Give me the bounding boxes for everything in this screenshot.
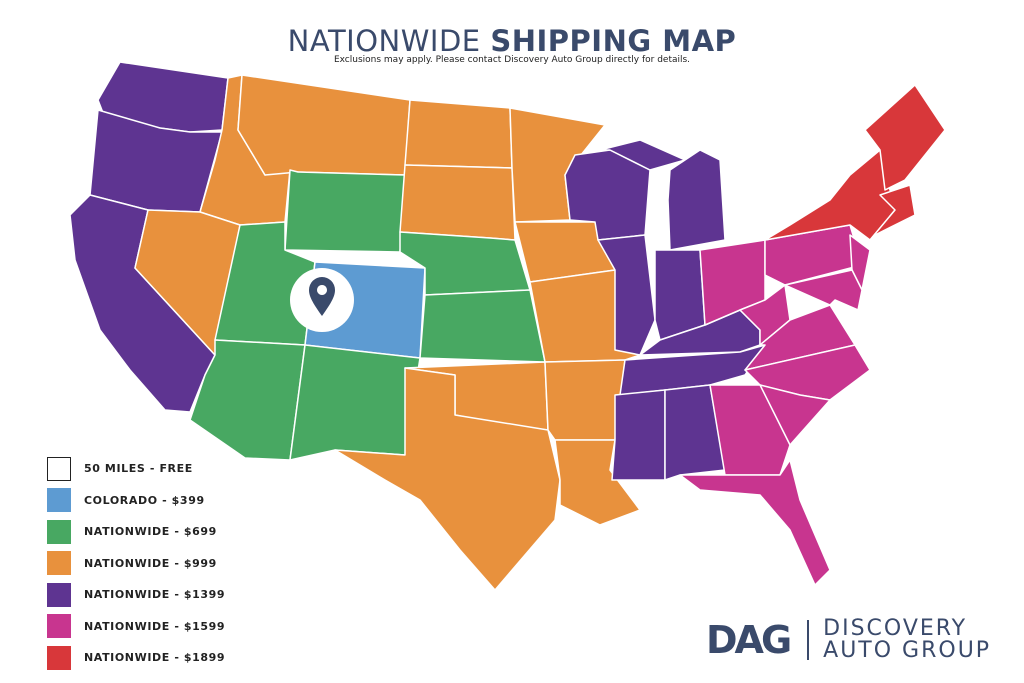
- state-michigan: [667, 149, 726, 251]
- state-michigan-upper: [599, 139, 686, 171]
- logo-mark: DAG: [706, 618, 792, 662]
- legend-label: NATIONWIDE - $1599: [84, 619, 226, 633]
- state-north-dakota: [404, 99, 513, 169]
- legend-item: NATIONWIDE - $1399: [47, 579, 225, 611]
- legend-swatch: [47, 614, 71, 639]
- discovery-auto-group-logo: DAG DISCOVERY AUTO GROUP: [706, 618, 991, 663]
- state-mississippi: [611, 389, 666, 481]
- state-new-england-north: [864, 84, 946, 191]
- state-new-york: [764, 149, 896, 241]
- state-new-mexico: [289, 344, 421, 461]
- logo-divider: [807, 620, 810, 660]
- state-indiana: [654, 249, 706, 341]
- state-georgia: [709, 384, 791, 476]
- logo-line2: AUTO GROUP: [823, 638, 992, 663]
- legend-item: COLORADO - $399: [47, 485, 225, 517]
- legend-swatch: [47, 456, 71, 481]
- logo-line1: DISCOVERY: [823, 616, 968, 641]
- legend-item: NATIONWIDE - $999: [47, 548, 225, 580]
- state-wyoming: [284, 169, 406, 253]
- location-pin-icon: [309, 277, 335, 316]
- legend-swatch: [47, 582, 71, 607]
- logo-wordmark: DISCOVERY AUTO GROUP: [823, 618, 991, 662]
- legend-label: NATIONWIDE - $999: [84, 556, 217, 570]
- state-south-dakota: [399, 164, 516, 241]
- subtitle: Exclusions may apply. Please contact Dis…: [333, 55, 691, 65]
- legend-label: NATIONWIDE - $1899: [84, 651, 226, 665]
- state-arkansas: [544, 359, 626, 441]
- legend-label: NATIONWIDE - $1399: [84, 588, 226, 602]
- state-new-england-south: [869, 184, 916, 241]
- legend-item: NATIONWIDE - $699: [47, 516, 225, 548]
- page-title: NATIONWIDE SHIPPING MAP: [0, 24, 1024, 58]
- legend-item: NATIONWIDE - $1599: [47, 611, 225, 643]
- legend-swatch: [47, 519, 71, 544]
- legend-label: 50 MILES - FREE: [84, 462, 193, 476]
- title-bold: SHIPPING MAP: [490, 24, 737, 58]
- state-alabama: [664, 384, 726, 481]
- legend-label: COLORADO - $399: [84, 493, 205, 507]
- state-florida: [679, 459, 831, 586]
- title-light: NATIONWIDE: [287, 24, 481, 58]
- legend-swatch: [47, 645, 71, 670]
- legend-item: 50 MILES - FREE: [47, 453, 225, 485]
- legend-swatch: [47, 488, 71, 513]
- state-montana: [237, 74, 411, 176]
- legend: 50 MILES - FREE COLORADO - $399 NATIONWI…: [47, 453, 225, 674]
- state-kansas: [419, 289, 546, 363]
- state-maryland-delaware: [784, 269, 863, 311]
- legend-swatch: [47, 551, 71, 576]
- state-missouri: [529, 269, 641, 363]
- legend-label: NATIONWIDE - $699: [84, 525, 217, 539]
- legend-item: NATIONWIDE - $1899: [47, 642, 225, 674]
